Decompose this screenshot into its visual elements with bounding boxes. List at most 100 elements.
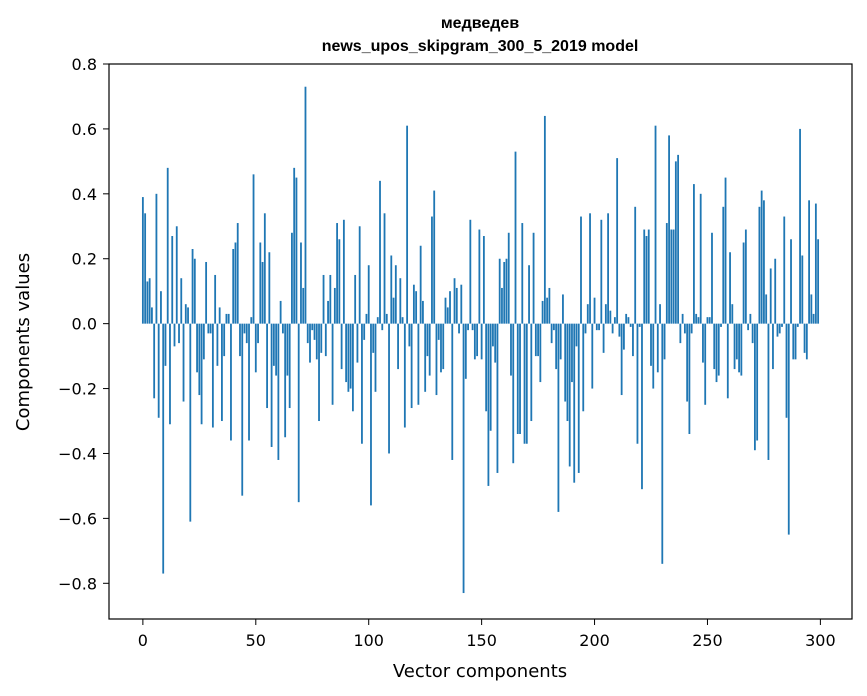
bar: [374, 323, 377, 392]
bar: [543, 115, 546, 324]
bar: [281, 323, 284, 334]
bar: [733, 323, 736, 370]
bar: [753, 323, 756, 451]
bar: [211, 323, 214, 428]
bar: [801, 255, 804, 324]
bar: [376, 317, 379, 324]
bar: [191, 249, 194, 324]
bar: [141, 197, 144, 324]
bar: [496, 323, 499, 473]
bar: [575, 323, 578, 347]
bar: [476, 323, 479, 357]
bar: [431, 216, 433, 324]
bar: [426, 323, 429, 357]
bar: [742, 242, 745, 324]
bar: [383, 213, 386, 324]
bar: [200, 323, 203, 425]
bar: [315, 323, 318, 360]
bar: [356, 323, 359, 363]
bar: [239, 323, 241, 357]
bar: [370, 323, 372, 506]
bar: [799, 128, 801, 324]
bar: [609, 310, 612, 324]
bar: [514, 151, 517, 324]
bar: [277, 323, 280, 460]
bar: [304, 86, 307, 324]
bar: [677, 154, 680, 324]
bar: [241, 323, 244, 496]
bar: [591, 323, 594, 389]
bar: [760, 190, 763, 324]
bar: [173, 323, 176, 347]
bar: [487, 323, 490, 486]
bar: [223, 323, 226, 357]
bar: [435, 323, 438, 396]
x-tick-label: 250: [692, 631, 723, 650]
bar: [266, 323, 268, 409]
bar: [738, 323, 740, 373]
bar: [688, 323, 691, 434]
bar: [541, 300, 544, 324]
bar: [306, 323, 309, 344]
x-tick-label: 0: [138, 631, 148, 650]
bar: [765, 294, 768, 324]
bar: [462, 323, 465, 594]
bar: [182, 323, 185, 402]
bar: [805, 323, 808, 360]
bar: [322, 274, 325, 324]
bar: [342, 219, 345, 324]
bar: [286, 323, 289, 376]
bar: [519, 323, 521, 434]
bar: [349, 323, 352, 389]
bar: [783, 216, 786, 324]
bar: [814, 203, 817, 324]
bar: [634, 206, 637, 324]
bar: [234, 242, 237, 324]
bar: [568, 323, 571, 467]
bar: [248, 323, 250, 441]
bar: [295, 177, 298, 324]
bar: [790, 239, 792, 324]
bar: [600, 219, 603, 324]
bar: [623, 323, 625, 350]
bar: [636, 323, 639, 444]
bar: [221, 323, 223, 422]
x-tick-label: 150: [466, 631, 497, 650]
bar: [641, 323, 643, 490]
bar: [146, 281, 149, 324]
bar: [175, 226, 178, 324]
bar: [564, 323, 567, 402]
bar: [686, 323, 689, 402]
bar: [589, 213, 591, 324]
bar: [715, 323, 718, 383]
y-tick-label: 0.8: [72, 55, 97, 74]
chart-subtitle: news_upos_skipgram_300_5_2019 model: [322, 38, 639, 55]
bar: [643, 229, 646, 324]
bar: [620, 323, 623, 396]
bar: [236, 223, 239, 324]
bar: [331, 323, 334, 405]
bar: [552, 323, 555, 331]
bar: [724, 177, 727, 324]
bar: [311, 323, 314, 331]
bar: [618, 323, 621, 337]
bar: [586, 304, 589, 324]
bar: [252, 174, 255, 324]
bar: [300, 242, 302, 324]
bar: [744, 229, 747, 324]
y-tick-label: −0.4: [58, 444, 97, 463]
bar: [679, 323, 682, 344]
bar: [347, 323, 350, 392]
bar: [180, 278, 183, 324]
bar: [408, 323, 411, 347]
bar: [467, 323, 469, 331]
bar: [379, 180, 381, 324]
bar: [494, 323, 497, 363]
bar: [412, 284, 415, 324]
bar: [415, 291, 418, 324]
bar: [693, 184, 695, 324]
bar: [232, 249, 235, 324]
bar: [410, 323, 413, 409]
bar: [607, 213, 609, 324]
